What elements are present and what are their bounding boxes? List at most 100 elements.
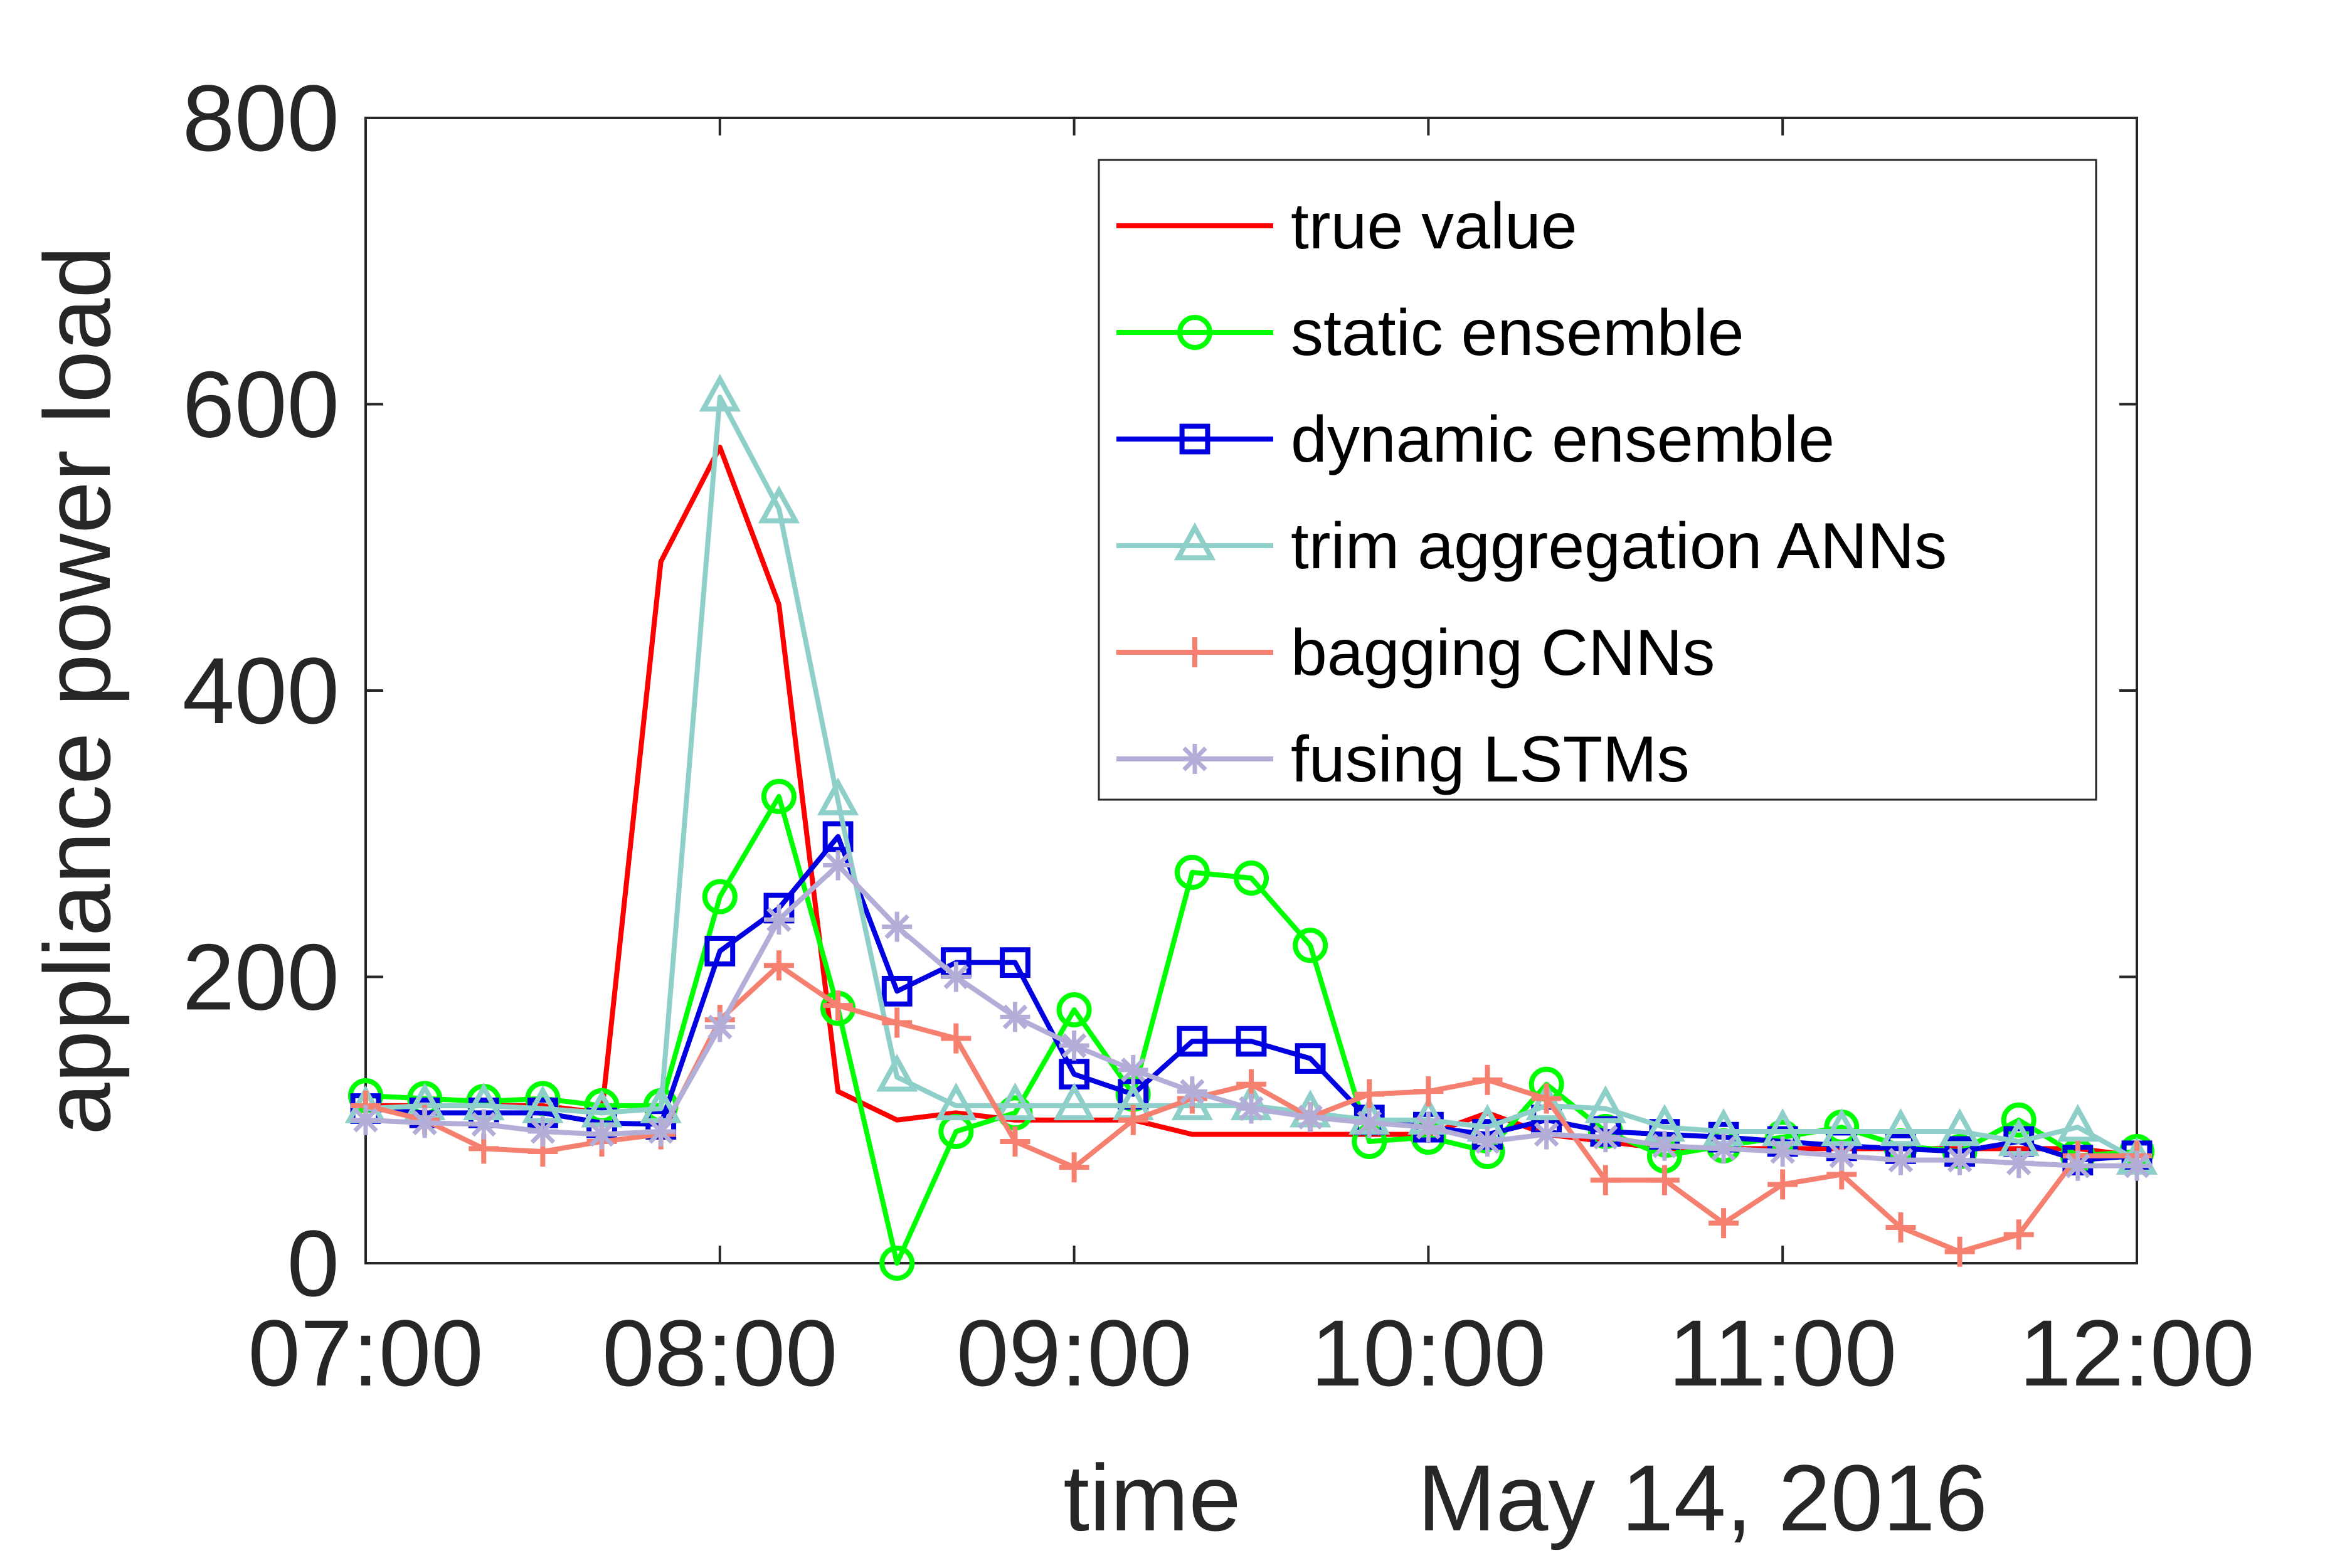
data-point-asterisk: [351, 1104, 381, 1135]
data-point-triangle: [2057, 1104, 2099, 1142]
data-point-plus: [1472, 1064, 1503, 1095]
data-point-asterisk: [1472, 1126, 1503, 1157]
y-tick-label: 200: [183, 924, 339, 1030]
data-point-asterisk: [882, 911, 913, 942]
data-point-asterisk: [469, 1109, 499, 1140]
data-point-asterisk: [1885, 1145, 1916, 1175]
legend-item: true value: [1116, 190, 1577, 263]
legend-item: bagging CNNs: [1116, 617, 1715, 689]
data-point-plus: [1708, 1208, 1739, 1239]
y-tick-label: 600: [183, 352, 339, 457]
data-point-asterisk: [1413, 1112, 1444, 1143]
x-tick-label: 09:00: [956, 1300, 1192, 1406]
data-point-asterisk: [823, 850, 854, 881]
data-point-triangle: [1584, 1085, 1626, 1123]
data-point-asterisk: [1059, 1030, 1089, 1061]
data-point-asterisk: [704, 1012, 735, 1042]
data-point-square: [1177, 1025, 1208, 1057]
data-point-asterisk: [1177, 1076, 1207, 1107]
data-point-triangle: [817, 777, 859, 815]
data-point-circle: [879, 1246, 915, 1281]
data-point-circle: [1177, 315, 1212, 350]
data-point-triangle: [1939, 1108, 1981, 1147]
data-point-circle: [1174, 854, 1210, 890]
data-point-asterisk: [763, 904, 794, 935]
data-point-plus: [2003, 1219, 2034, 1250]
data-point-circle: [1234, 861, 1269, 896]
y-axis-ticks: 0 200 400 600 800: [183, 65, 2137, 1316]
legend-box: [1098, 159, 2097, 801]
x-axis-label: time: [1063, 1445, 1241, 1550]
data-point-triangle: [1053, 1082, 1095, 1121]
x-tick-label: 11:00: [1668, 1300, 1897, 1406]
data-point-plus: [1767, 1169, 1798, 1200]
data-point-asterisk: [1354, 1108, 1385, 1138]
data-point-plus: [1649, 1165, 1680, 1195]
legend-label: fusing LSTMs: [1291, 723, 1690, 796]
data-point-plus: [1944, 1236, 1975, 1267]
x-tick-label: 12:00: [2019, 1300, 2254, 1406]
data-point-asterisk: [941, 961, 972, 992]
data-point-triangle: [699, 373, 741, 412]
y-tick-label: 800: [183, 65, 339, 171]
data-point-triangle: [994, 1082, 1036, 1121]
y-tick-label: 0: [287, 1210, 339, 1316]
data-point-asterisk: [1767, 1136, 1798, 1167]
x-tick-label: 08:00: [602, 1300, 837, 1406]
data-point-plus: [1118, 1104, 1148, 1135]
data-point-asterisk: [1826, 1140, 1857, 1171]
data-point-square: [1295, 1043, 1326, 1074]
data-point-asterisk: [527, 1116, 558, 1147]
data-point-asterisk: [410, 1108, 440, 1138]
data-point-triangle: [1525, 1082, 1567, 1121]
data-point-asterisk: [2003, 1148, 2034, 1179]
data-point-asterisk: [586, 1119, 617, 1150]
data-point-circle: [702, 879, 738, 914]
data-point-triangle: [1173, 522, 1216, 561]
legend-label: bagging CNNs: [1291, 617, 1715, 689]
data-point-asterisk: [1649, 1130, 1680, 1161]
data-point-asterisk: [645, 1116, 676, 1147]
data-point-square: [704, 936, 736, 967]
data-point-plus: [1354, 1079, 1385, 1110]
data-point-circle: [1293, 928, 1328, 963]
legend-item: dynamic ensemble: [1116, 403, 1835, 476]
data-point-asterisk: [2122, 1150, 2152, 1181]
data-point-asterisk: [1944, 1145, 1975, 1175]
legend-item: static ensemble: [1116, 297, 1744, 369]
data-point-triangle: [1880, 1108, 1922, 1147]
data-point-plus: [1413, 1076, 1444, 1107]
data-point-circle: [1056, 992, 1092, 1027]
series-fusing-lstms: [351, 850, 2152, 1181]
data-point-circle: [761, 778, 797, 814]
data-point-plus: [1059, 1152, 1089, 1183]
legend-label: trim aggregation ANNs: [1291, 510, 1947, 583]
data-point-plus: [1000, 1126, 1030, 1157]
series-layer: [344, 373, 2158, 1281]
x-tick-label: 07:00: [248, 1300, 483, 1406]
data-point-plus: [1590, 1165, 1621, 1195]
data-point-square: [1000, 947, 1030, 978]
data-point-plus: [1885, 1212, 1916, 1242]
data-point-plus: [823, 990, 854, 1021]
legend-label: static ensemble: [1291, 297, 1744, 369]
legend: true value static ensemble dynamic ensembl…: [1098, 159, 2097, 801]
legend-item: fusing LSTMs: [1116, 723, 1690, 796]
data-point-asterisk: [1708, 1133, 1739, 1164]
legend-label: dynamic ensemble: [1291, 403, 1835, 476]
legend-item: trim aggregation ANNs: [1116, 510, 1947, 583]
data-point-asterisk: [1000, 1002, 1030, 1032]
data-point-plus: [1531, 1083, 1562, 1114]
data-point-asterisk: [1236, 1093, 1266, 1124]
data-point-circle: [2001, 1102, 2037, 1138]
data-point-asterisk: [1118, 1054, 1148, 1085]
data-point-square: [881, 975, 913, 1007]
legend-label: true value: [1291, 190, 1577, 263]
data-point-asterisk: [1531, 1119, 1562, 1150]
data-point-asterisk: [1590, 1122, 1621, 1153]
data-point-triangle: [758, 485, 800, 524]
data-point-triangle: [935, 1082, 977, 1121]
x-axis-ticks: 07:00 08:00 09:00 10:00 11:00 12:00: [248, 118, 2255, 1406]
y-tick-label: 400: [183, 638, 339, 743]
